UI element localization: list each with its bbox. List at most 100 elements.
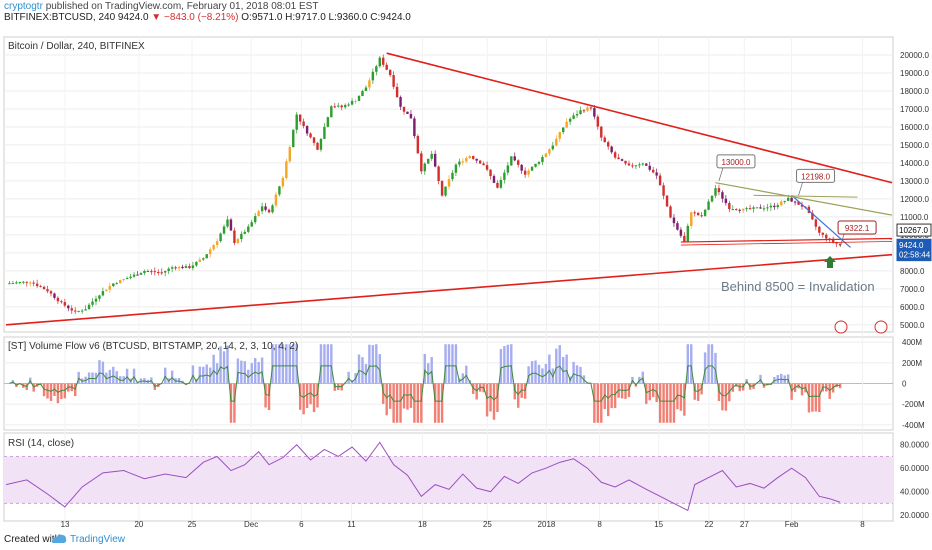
vf-tick-label: 0 (902, 380, 907, 389)
candle-body (122, 279, 125, 281)
candle-body (132, 274, 136, 277)
vf-bar (74, 383, 77, 397)
price-badge (896, 223, 932, 237)
candle-body (797, 201, 800, 205)
candle-body (645, 163, 648, 166)
time-tick-label: 8 (860, 520, 865, 529)
candle-body (818, 226, 821, 233)
vf-bar (292, 344, 295, 384)
candle-body (679, 229, 683, 236)
vf-bar (222, 351, 226, 384)
vf-bar (717, 383, 721, 402)
vf-tick-label: -200M (902, 400, 925, 409)
candle-body (648, 165, 651, 170)
vf-bar (800, 383, 804, 396)
candle-body (399, 97, 402, 107)
candle-body (589, 107, 593, 109)
candle-body (288, 147, 292, 162)
candle-body (278, 186, 281, 195)
candle-body (741, 208, 745, 211)
candle-body (67, 305, 70, 309)
vf-bar (385, 383, 388, 416)
vf-bar (60, 383, 63, 400)
candle-body (506, 165, 510, 173)
candle-body (112, 283, 115, 287)
candle-body (534, 163, 537, 167)
vf-bar (226, 345, 229, 384)
candle-body (423, 163, 426, 172)
vf-bar (838, 383, 842, 389)
candle-body (617, 157, 620, 160)
candle-body (416, 136, 420, 154)
vf-bar (298, 383, 302, 410)
callout-pointer (798, 182, 803, 196)
vf-tick-label: 400M (902, 338, 922, 347)
candle-body (603, 137, 606, 143)
vf-bar (361, 357, 364, 384)
candle-body (714, 188, 717, 196)
candle-body (15, 282, 18, 284)
candle-body (184, 266, 188, 268)
candle-body (478, 160, 482, 164)
last-price: 9424.0 (117, 12, 149, 23)
candle-body (835, 242, 838, 244)
candle-body (561, 127, 565, 133)
candle-body (513, 156, 516, 161)
arrow-up-icon (824, 256, 836, 268)
vf-bar (537, 364, 541, 384)
candle-body (181, 266, 184, 268)
callout-box (796, 168, 836, 183)
candle-body (440, 181, 444, 196)
candle-body (70, 308, 73, 311)
price-tick-label: 12000.0 (900, 195, 929, 204)
callout-box (837, 220, 877, 235)
candle-body (838, 243, 842, 246)
vf-bar (807, 383, 811, 413)
candle-body (447, 179, 451, 187)
vf-bar (267, 383, 271, 411)
candle-body (354, 100, 357, 102)
vf-bar (399, 383, 402, 423)
chart-header: cryptogtr published on TradingView.com, … (0, 0, 932, 24)
candle-body (641, 163, 645, 165)
candle-body (786, 197, 790, 201)
vf-bar (672, 383, 676, 423)
candle-body (707, 201, 710, 210)
vf-bar (527, 366, 530, 384)
candle-body (568, 118, 572, 122)
candle-body (766, 207, 769, 209)
candle-body (157, 272, 160, 274)
time-tick-label: 22 (704, 520, 713, 529)
candle-body (793, 201, 797, 203)
candle-body (773, 205, 776, 208)
candle-body (752, 207, 755, 209)
vf-bar (454, 344, 458, 384)
candle-body (499, 179, 503, 188)
candle-body (368, 80, 371, 88)
candle-body (371, 71, 375, 81)
candle-body (215, 241, 219, 245)
vf-bar (285, 344, 288, 384)
vf-bar (811, 383, 814, 412)
candle-body (298, 114, 302, 122)
author-link[interactable]: cryptogtr (4, 1, 43, 12)
candle-body (420, 153, 423, 172)
candle-body (105, 289, 108, 292)
candle-body (208, 249, 212, 255)
candle-body (212, 244, 215, 250)
candle-body (527, 170, 530, 175)
price-badge-label: 9424.0 (899, 241, 924, 250)
vf-bar (555, 348, 558, 384)
vf-bar (388, 383, 392, 409)
candle-body (195, 261, 198, 266)
candle-body (295, 114, 298, 130)
time-tick-label: 15 (654, 520, 663, 529)
candle-body (541, 156, 544, 163)
candle-body (388, 69, 392, 76)
candle-body (74, 310, 77, 312)
candle-body (326, 117, 330, 127)
tradingview-link[interactable]: TradingView (70, 534, 126, 545)
vf-bar (561, 356, 565, 384)
candle-body (395, 86, 399, 98)
vf-bar (814, 383, 818, 412)
